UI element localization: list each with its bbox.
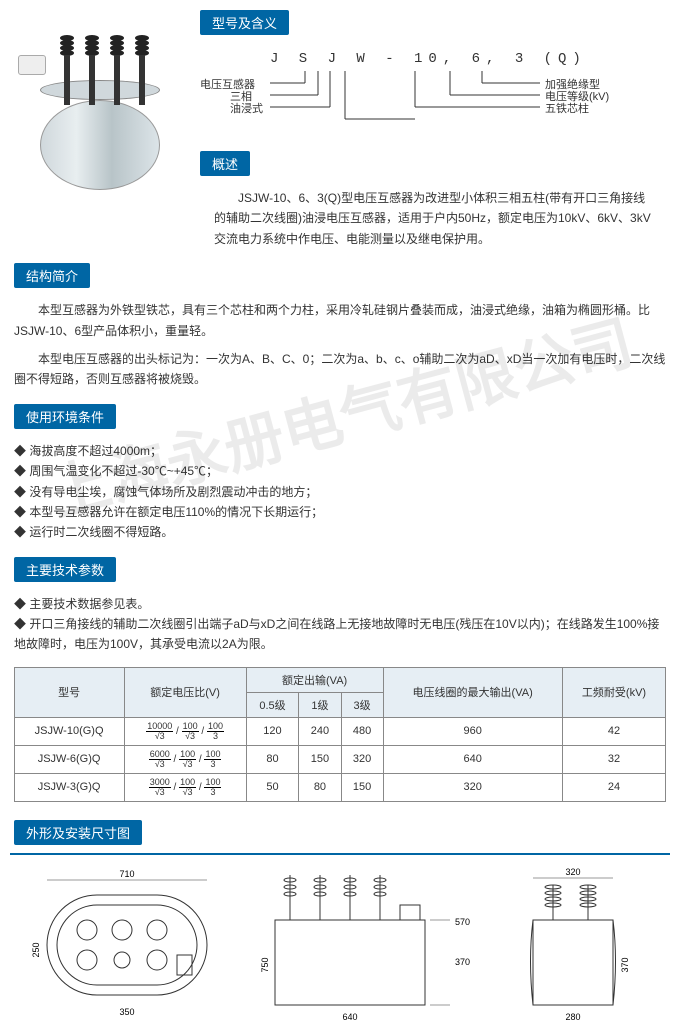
model-label-l3: 油浸式 (230, 100, 263, 116)
cell-ratio: 6000√3 / 100√3 / 1003 (124, 745, 246, 773)
header-overview: 概述 (200, 151, 250, 176)
parameter-notes: 主要技术数据参见表。 开口三角接线的辅助二次线圈引出端子aD与xD之间在线路上无… (0, 590, 680, 659)
th-output: 额定出输(VA) (246, 667, 383, 692)
cell-ratio: 10000√3 / 100√3 / 1003 (124, 717, 246, 745)
model-diagram: 电压互感器 三相 油浸式 加强绝缘型 电压等级(kV) 五铁芯柱 (230, 71, 670, 141)
structure-p1: 本型互感器为外铁型铁芯，具有三个芯柱和两个力柱，采用冷轧硅钢片叠装而成，油浸式绝… (0, 296, 680, 345)
cell-model: JSJW-10(G)Q (14, 717, 124, 745)
svg-text:250: 250 (31, 942, 41, 957)
svg-text:280: 280 (566, 1012, 581, 1022)
cell-c1: 80 (299, 773, 341, 801)
top-section: 型号及含义 J S J W - 10, 6, 3 (Q) 电压互感器 三相 (0, 0, 680, 253)
header-environment: 使用环境条件 (14, 404, 116, 429)
model-label-r3: 五铁芯柱 (545, 100, 589, 116)
param-note-1: 主要技术数据参见表。 (14, 594, 666, 614)
dimension-drawings: 710 350 250 570 370 640 750 (0, 855, 680, 1035)
svg-text:710: 710 (119, 869, 134, 879)
header-dimensions: 外形及安装尺寸图 (14, 820, 142, 845)
cell-max: 640 (383, 745, 562, 773)
structure-p2: 本型电压互感器的出头标记为：一次为A、B、C、0；二次为a、b、c、o辅助二次为… (0, 345, 680, 394)
cell-wv: 42 (562, 717, 666, 745)
overview-text: JSJW-10、6、3(Q)型电压互感器为改进型小体积三相五柱(带有开口三角接线… (200, 184, 670, 253)
cell-c3: 320 (341, 745, 383, 773)
th-c05: 0.5级 (246, 692, 299, 717)
cell-c05: 50 (246, 773, 299, 801)
table-row: JSJW-10(G)Q 10000√3 / 100√3 / 1003 120 2… (14, 717, 666, 745)
environment-list: 海拔高度不超过4000m； 周围气温变化不超过-30℃~+45℃； 没有导电尘埃… (0, 437, 680, 547)
svg-text:370: 370 (620, 957, 630, 972)
table-row: JSJW-3(G)Q 3000√3 / 100√3 / 1003 50 80 1… (14, 773, 666, 801)
header-model: 型号及含义 (200, 10, 289, 35)
cell-wv: 24 (562, 773, 666, 801)
cell-c1: 150 (299, 745, 341, 773)
svg-text:750: 750 (260, 957, 270, 972)
th-c3: 3级 (341, 692, 383, 717)
front-view-drawing: 570 370 640 750 (260, 865, 480, 1025)
svg-text:640: 640 (342, 1012, 357, 1022)
env-item-4: 本型号互感器允许在额定电压110%的情况下长期运行； (14, 502, 666, 522)
cell-max: 960 (383, 717, 562, 745)
cell-c3: 150 (341, 773, 383, 801)
cell-model: JSJW-3(G)Q (14, 773, 124, 801)
svg-text:370: 370 (455, 957, 470, 967)
product-image (10, 20, 190, 200)
svg-text:570: 570 (455, 917, 470, 927)
env-item-3: 没有导电尘埃，腐蚀气体场所及剧烈震动冲击的地方； (14, 482, 666, 502)
cell-c3: 480 (341, 717, 383, 745)
parameters-table: 型号 额定电压比(V) 额定出输(VA) 电压线圈的最大输出(VA) 工频耐受(… (14, 667, 667, 802)
env-item-1: 海拔高度不超过4000m； (14, 441, 666, 461)
cell-c1: 240 (299, 717, 341, 745)
header-parameters: 主要技术参数 (14, 557, 116, 582)
table-row: JSJW-6(G)Q 6000√3 / 100√3 / 1003 80 150 … (14, 745, 666, 773)
cell-wv: 32 (562, 745, 666, 773)
cell-ratio: 3000√3 / 100√3 / 1003 (124, 773, 246, 801)
param-note-2: 开口三角接线的辅助二次线圈引出端子aD与xD之间在线路上无接地故障时无电压(残压… (14, 614, 666, 655)
top-view-drawing: 710 350 250 (27, 865, 227, 1025)
env-item-2: 周围气温变化不超过-30℃~+45℃； (14, 461, 666, 481)
side-view-drawing: 320 280 370 (513, 865, 653, 1025)
cell-c05: 120 (246, 717, 299, 745)
th-c1: 1级 (299, 692, 341, 717)
cell-c05: 80 (246, 745, 299, 773)
th-max: 电压线圈的最大输出(VA) (383, 667, 562, 717)
cell-max: 320 (383, 773, 562, 801)
th-withstand: 工频耐受(kV) (562, 667, 666, 717)
header-structure: 结构简介 (14, 263, 90, 288)
model-code-text: J S J W - 10, 6, 3 (Q) (270, 51, 670, 67)
th-ratio: 额定电压比(V) (124, 667, 246, 717)
th-model: 型号 (14, 667, 124, 717)
svg-text:350: 350 (119, 1007, 134, 1017)
svg-text:320: 320 (566, 867, 581, 877)
cell-model: JSJW-6(G)Q (14, 745, 124, 773)
env-item-5: 运行时二次线圈不得短路。 (14, 522, 666, 542)
